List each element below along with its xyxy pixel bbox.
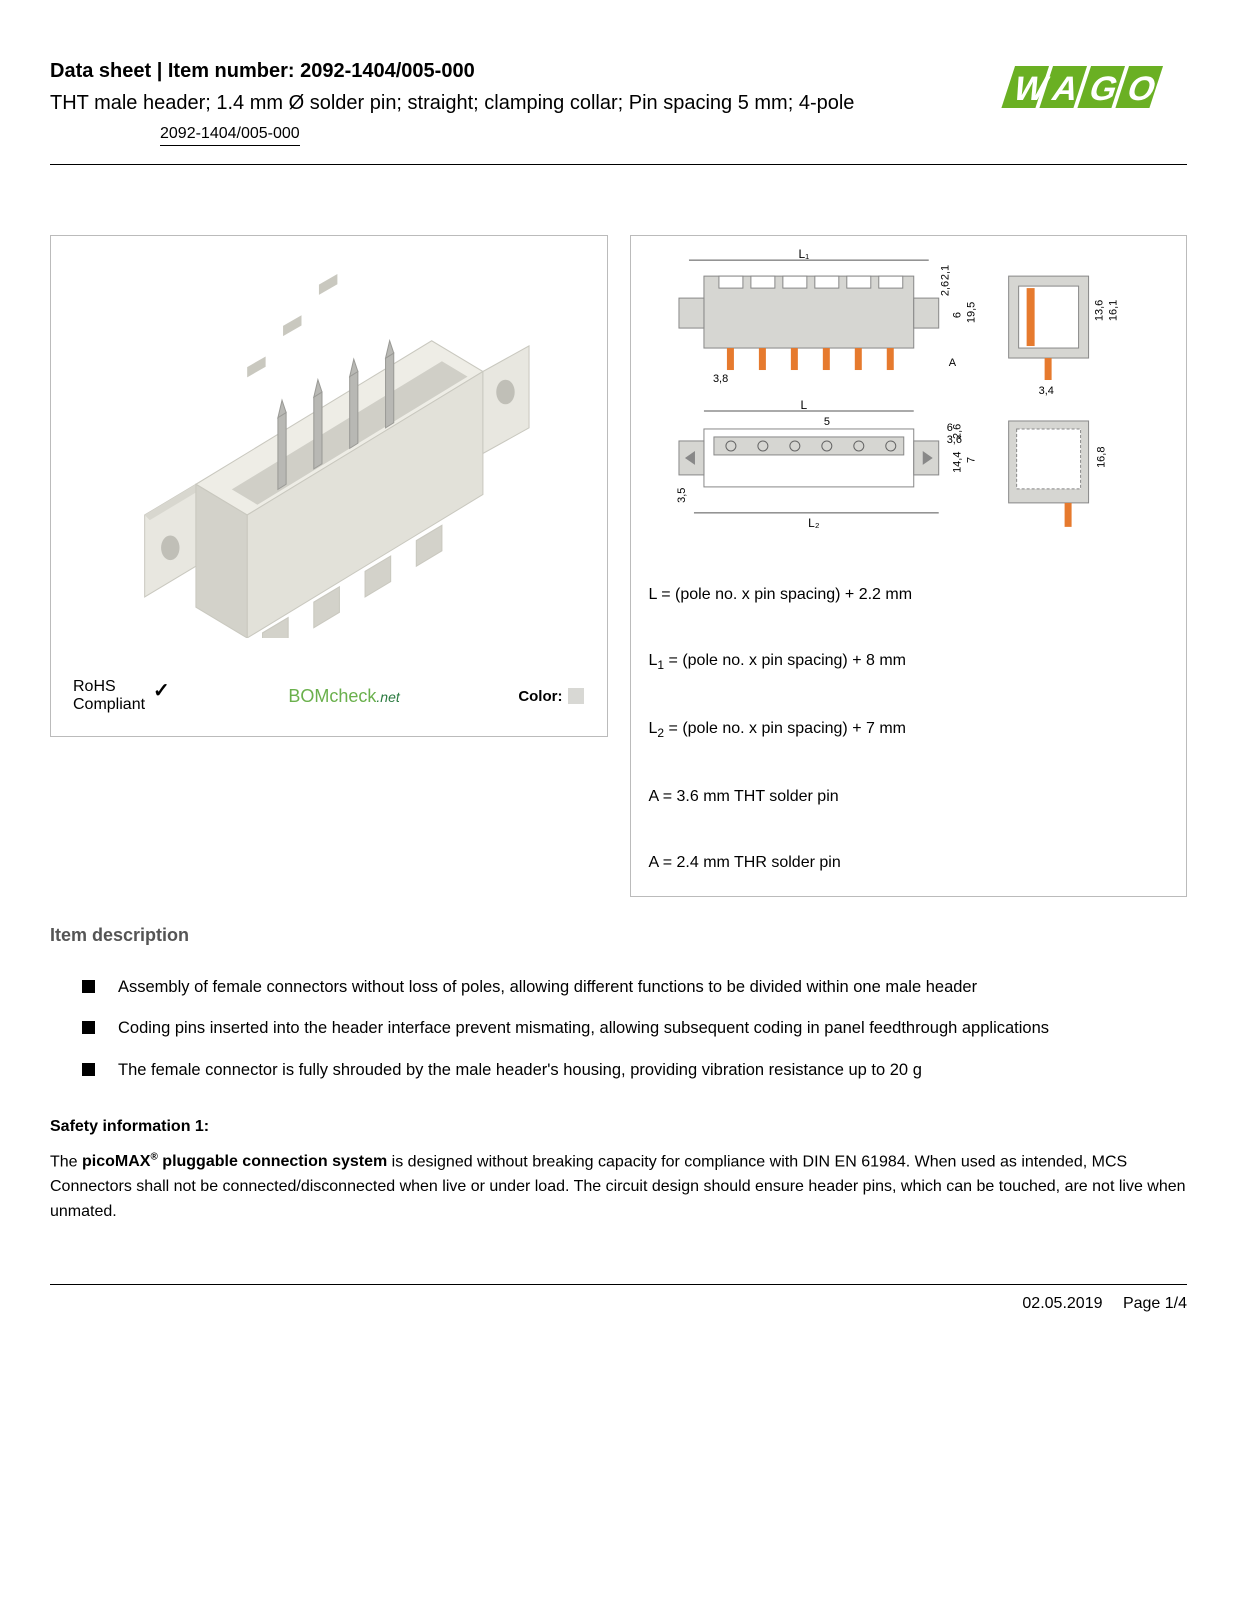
footer-page: Page 1/4 — [1123, 1295, 1187, 1312]
bomcheck-suffix: .net — [376, 689, 399, 705]
formula-A1: A = 3.6 mm THT solder pin — [649, 788, 1169, 806]
item-description-heading: Item description — [50, 925, 1187, 946]
svg-text:L₂: L₂ — [808, 516, 820, 530]
rohs-compliant-badge: RoHS Compliant ✓ — [73, 678, 170, 714]
formula-L1: L1 = (pole no. x pin spacing) + 8 mm — [649, 652, 1169, 672]
compliance-row: RoHS Compliant ✓ BOMcheck.net Color: — [63, 658, 595, 724]
svg-text:2,6: 2,6 — [939, 281, 951, 296]
rohs-label: RoHS — [73, 678, 145, 696]
svg-text:3,5: 3,5 — [675, 488, 687, 503]
svg-text:6: 6 — [951, 312, 963, 318]
formula-L: L = (pole no. x pin spacing) + 2.2 mm — [649, 586, 1169, 604]
datasheet-title: Data sheet | Item number: 2092-1404/005-… — [50, 60, 977, 83]
description-bullet-list: Assembly of female connectors without lo… — [50, 976, 1187, 1081]
svg-text:3,8: 3,8 — [712, 373, 727, 385]
description-bullet: The female connector is fully shrouded b… — [82, 1059, 1187, 1082]
svg-text:16,1: 16,1 — [1107, 300, 1119, 321]
svg-text:L: L — [800, 398, 807, 412]
dimension-diagram: L₁ — [649, 248, 1169, 538]
formula-block: L = (pole no. x pin spacing) + 2.2 mm L1… — [649, 586, 1169, 872]
connector-illustration — [90, 269, 568, 638]
svg-text:5: 5 — [823, 416, 829, 428]
diagram-column: L₁ — [630, 235, 1188, 897]
footer-date: 02.05.2019 — [1022, 1295, 1102, 1312]
formula-A2: A = 2.4 mm THR solder pin — [649, 854, 1169, 872]
svg-text:2,1: 2,1 — [939, 265, 951, 280]
formula-L2: L2 = (pole no. x pin spacing) + 7 mm — [649, 720, 1169, 740]
product-render — [63, 248, 595, 658]
color-indicator: Color: — [518, 688, 584, 705]
svg-text:13,6: 13,6 — [1093, 300, 1105, 321]
page-footer: 02.05.2019 Page 1/4 — [50, 1284, 1187, 1313]
checkmark-icon: ✓ — [153, 678, 170, 703]
part-number-link[interactable]: 2092-1404/005-000 — [160, 125, 300, 146]
svg-text:19,5: 19,5 — [965, 302, 977, 323]
bomcheck-label: BOMcheck — [288, 686, 376, 706]
title-prefix: Data sheet | Item number: — [50, 60, 300, 82]
technical-diagram-box: L₁ — [630, 235, 1188, 897]
title-item-number: 2092-1404/005-000 — [300, 60, 475, 82]
description-bullet: Coding pins inserted into the header int… — [82, 1017, 1187, 1040]
svg-text:A: A — [948, 357, 956, 369]
svg-text:7: 7 — [965, 457, 977, 463]
safety-info-heading: Safety information 1: — [50, 1118, 1187, 1136]
product-image-column: RoHS Compliant ✓ BOMcheck.net Color: — [50, 235, 608, 897]
description-bullet: Assembly of female connectors without lo… — [82, 976, 1187, 999]
color-label-text: Color: — [518, 688, 562, 705]
rohs-compliant-label: Compliant — [73, 696, 145, 714]
main-content-grid: RoHS Compliant ✓ BOMcheck.net Color: — [50, 235, 1187, 897]
product-image-box: RoHS Compliant ✓ BOMcheck.net Color: — [50, 235, 608, 737]
bomcheck-link[interactable]: BOMcheck.net — [288, 686, 399, 707]
svg-text:3,4: 3,4 — [1038, 385, 1053, 397]
wago-logo: W A G O — [997, 60, 1187, 120]
page-header: Data sheet | Item number: 2092-1404/005-… — [50, 60, 1187, 165]
svg-text:16,8: 16,8 — [1095, 447, 1107, 468]
datasheet-subtitle: THT male header; 1.4 mm Ø solder pin; st… — [50, 89, 977, 117]
header-text-block: Data sheet | Item number: 2092-1404/005-… — [50, 60, 977, 146]
safety-info-text: The picoMAX® pluggable connection system… — [50, 1150, 1187, 1225]
dim-L1: L₁ — [798, 248, 809, 261]
svg-text:14,4: 14,4 — [951, 452, 963, 473]
color-swatch — [568, 688, 584, 704]
svg-text:2,6: 2,6 — [951, 424, 963, 439]
